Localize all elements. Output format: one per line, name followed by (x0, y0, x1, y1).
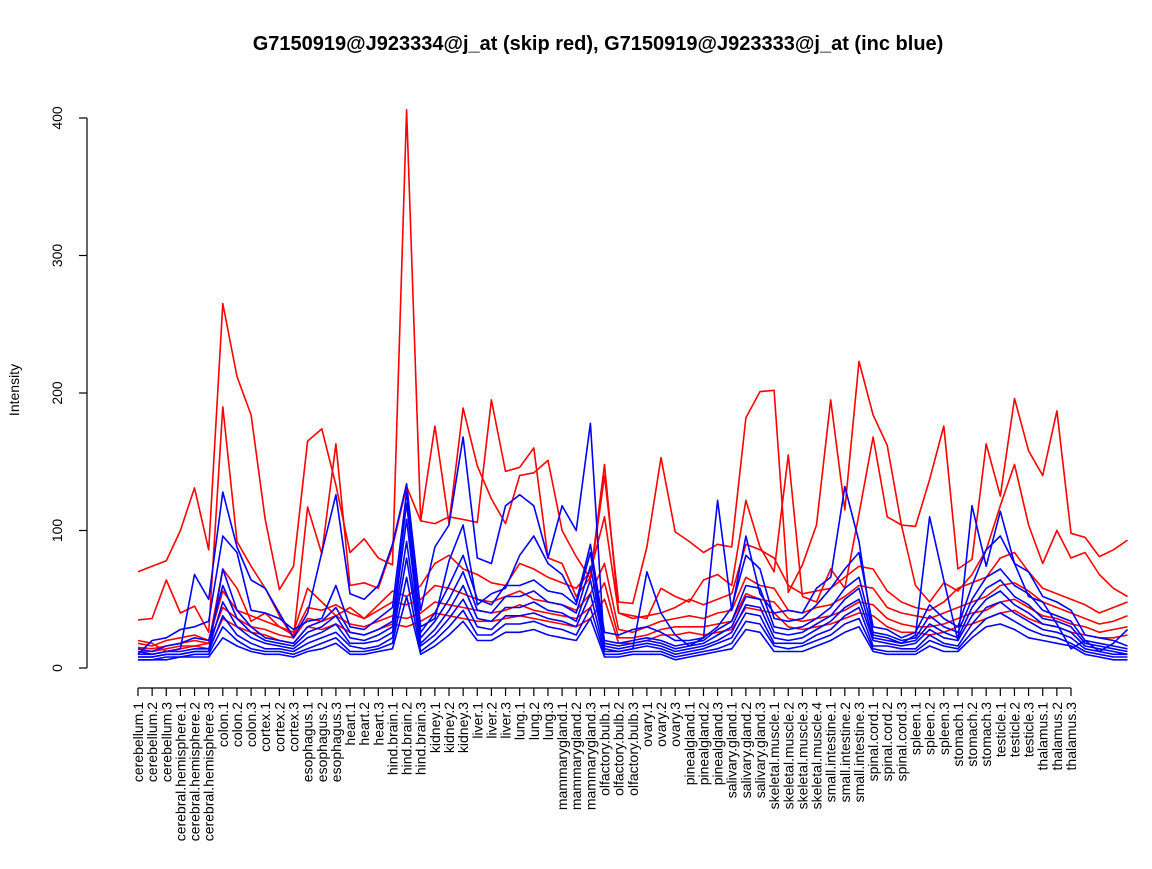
y-tick-label: 100 (49, 519, 65, 543)
x-tick-label: testicle.2 (1007, 702, 1023, 757)
series-line-inc-7 (137, 422, 1129, 656)
x-tick-label: spleen.1 (908, 702, 924, 755)
series-line-inc-13 (138, 576, 1128, 661)
x-tick-label: cerebral.hemisphere.1 (172, 702, 188, 842)
series-line-skip-2 (137, 399, 1128, 639)
x-tick-label: heart.1 (342, 702, 358, 746)
x-tick-label: kidney.2 (441, 702, 457, 753)
x-tick-label: colon.2 (229, 702, 245, 747)
x-tick-label: cerebral.hemisphere.3 (201, 702, 217, 842)
x-tick-label: small.intestine.3 (851, 702, 867, 803)
series-line-inc-8 (137, 491, 1128, 655)
y-tick-label: 0 (49, 664, 65, 672)
series-layer (137, 109, 1129, 661)
x-tick-label: heart.2 (356, 702, 372, 746)
x-tick-label: lung.1 (512, 702, 528, 740)
x-tick-label: cerebellum.3 (158, 702, 174, 782)
x-tick-label: testicle.1 (992, 702, 1008, 757)
x-tick-label: skeletal.muscle.2 (780, 702, 796, 810)
x-tick-label: lung.3 (540, 702, 556, 740)
x-tick-label: olfactory.bulb.3 (625, 702, 641, 796)
x-tick-label: spinal.cord.2 (879, 702, 895, 782)
y-tick-label: 400 (49, 106, 65, 130)
chart-title: G7150919@J923334@j_at (skip red), G71509… (253, 33, 944, 55)
x-axis: cerebellum.1cerebellum.2cerebellum.3cere… (130, 687, 1079, 842)
x-tick-label: liver.1 (469, 702, 485, 739)
x-tick-label: cortex.2 (271, 702, 287, 752)
x-tick-label: thalamus.2 (1049, 702, 1065, 771)
x-tick-label: skeletal.muscle.1 (766, 702, 782, 810)
x-tick-label: spinal.cord.1 (865, 702, 881, 782)
x-tick-label: pinealgland.3 (710, 702, 726, 786)
x-tick-label: liver.2 (483, 702, 499, 739)
x-tick-label: testicle.3 (1021, 702, 1037, 757)
x-tick-label: kidney.1 (427, 702, 443, 753)
x-tick-label: esophagus.2 (314, 702, 330, 782)
x-tick-label: mammarygland.1 (554, 702, 570, 810)
series-line-inc-9 (138, 502, 1128, 658)
x-tick-label: ovary.3 (667, 702, 683, 747)
x-tick-label: colon.3 (243, 702, 259, 747)
x-tick-label: ovary.1 (639, 702, 655, 747)
x-tick-label: heart.3 (370, 702, 386, 746)
x-tick-label: skeletal.muscle.4 (809, 702, 825, 810)
x-tick-label: mammarygland.2 (568, 702, 584, 810)
x-tick-label: salivary.gland.2 (738, 702, 754, 798)
series-line-inc-14 (138, 595, 1128, 661)
x-tick-label: esophagus.1 (300, 702, 316, 782)
x-tick-label: skeletal.muscle.3 (794, 702, 810, 810)
y-tick-label: 200 (49, 381, 65, 405)
x-tick-label: esophagus.3 (328, 702, 344, 782)
y-tick-label: 300 (49, 244, 65, 268)
x-tick-label: mammarygland.3 (582, 702, 598, 810)
x-tick-label: liver.3 (498, 702, 514, 739)
x-tick-label: salivary.gland.1 (724, 702, 740, 798)
x-tick-label: pinealgland.2 (696, 702, 712, 786)
series-line-skip-1 (137, 109, 1128, 605)
y-axis-label: Intensity (6, 364, 22, 416)
x-tick-label: spleen.2 (922, 702, 938, 755)
x-tick-label: cortex.3 (286, 702, 302, 752)
x-tick-label: lung.2 (526, 702, 542, 740)
series-line-inc-11 (138, 540, 1128, 656)
series-line-inc-12 (138, 557, 1128, 658)
x-tick-label: stomach.1 (950, 702, 966, 767)
x-tick-label: stomach.2 (964, 702, 980, 767)
x-tick-label: hind.brain.1 (385, 702, 401, 775)
x-tick-label: kidney.3 (455, 702, 471, 753)
x-tick-label: spleen.3 (936, 702, 952, 755)
x-tick-label: hind.brain.3 (413, 702, 429, 775)
x-tick-label: small.intestine.1 (823, 702, 839, 803)
x-tick-label: small.intestine.2 (837, 702, 853, 803)
x-tick-label: thalamus.3 (1063, 702, 1079, 771)
x-tick-label: ovary.2 (653, 702, 669, 747)
x-tick-label: colon.1 (215, 702, 231, 747)
x-tick-label: olfactory.bulb.2 (611, 702, 627, 796)
series-line-skip-3 (137, 515, 1128, 653)
x-tick-label: cortex.1 (257, 702, 273, 752)
x-tick-label: hind.brain.2 (399, 702, 415, 775)
x-tick-label: salivary.gland.3 (752, 702, 768, 798)
series-line-inc-10 (137, 518, 1128, 653)
x-tick-label: spinal.cord.3 (893, 702, 909, 782)
x-tick-label: pinealgland.1 (681, 702, 697, 786)
y-axis: 0 100 200 300 400 (49, 106, 88, 672)
x-tick-label: cerebellum.2 (144, 702, 160, 782)
x-tick-label: thalamus.1 (1035, 702, 1051, 771)
x-tick-label: olfactory.bulb.1 (597, 702, 613, 796)
x-tick-label: cerebral.hemisphere.2 (187, 702, 203, 842)
series-line-skip-4 (137, 562, 1128, 647)
x-tick-label: stomach.3 (978, 702, 994, 767)
x-tick-label: cerebellum.1 (130, 702, 146, 782)
